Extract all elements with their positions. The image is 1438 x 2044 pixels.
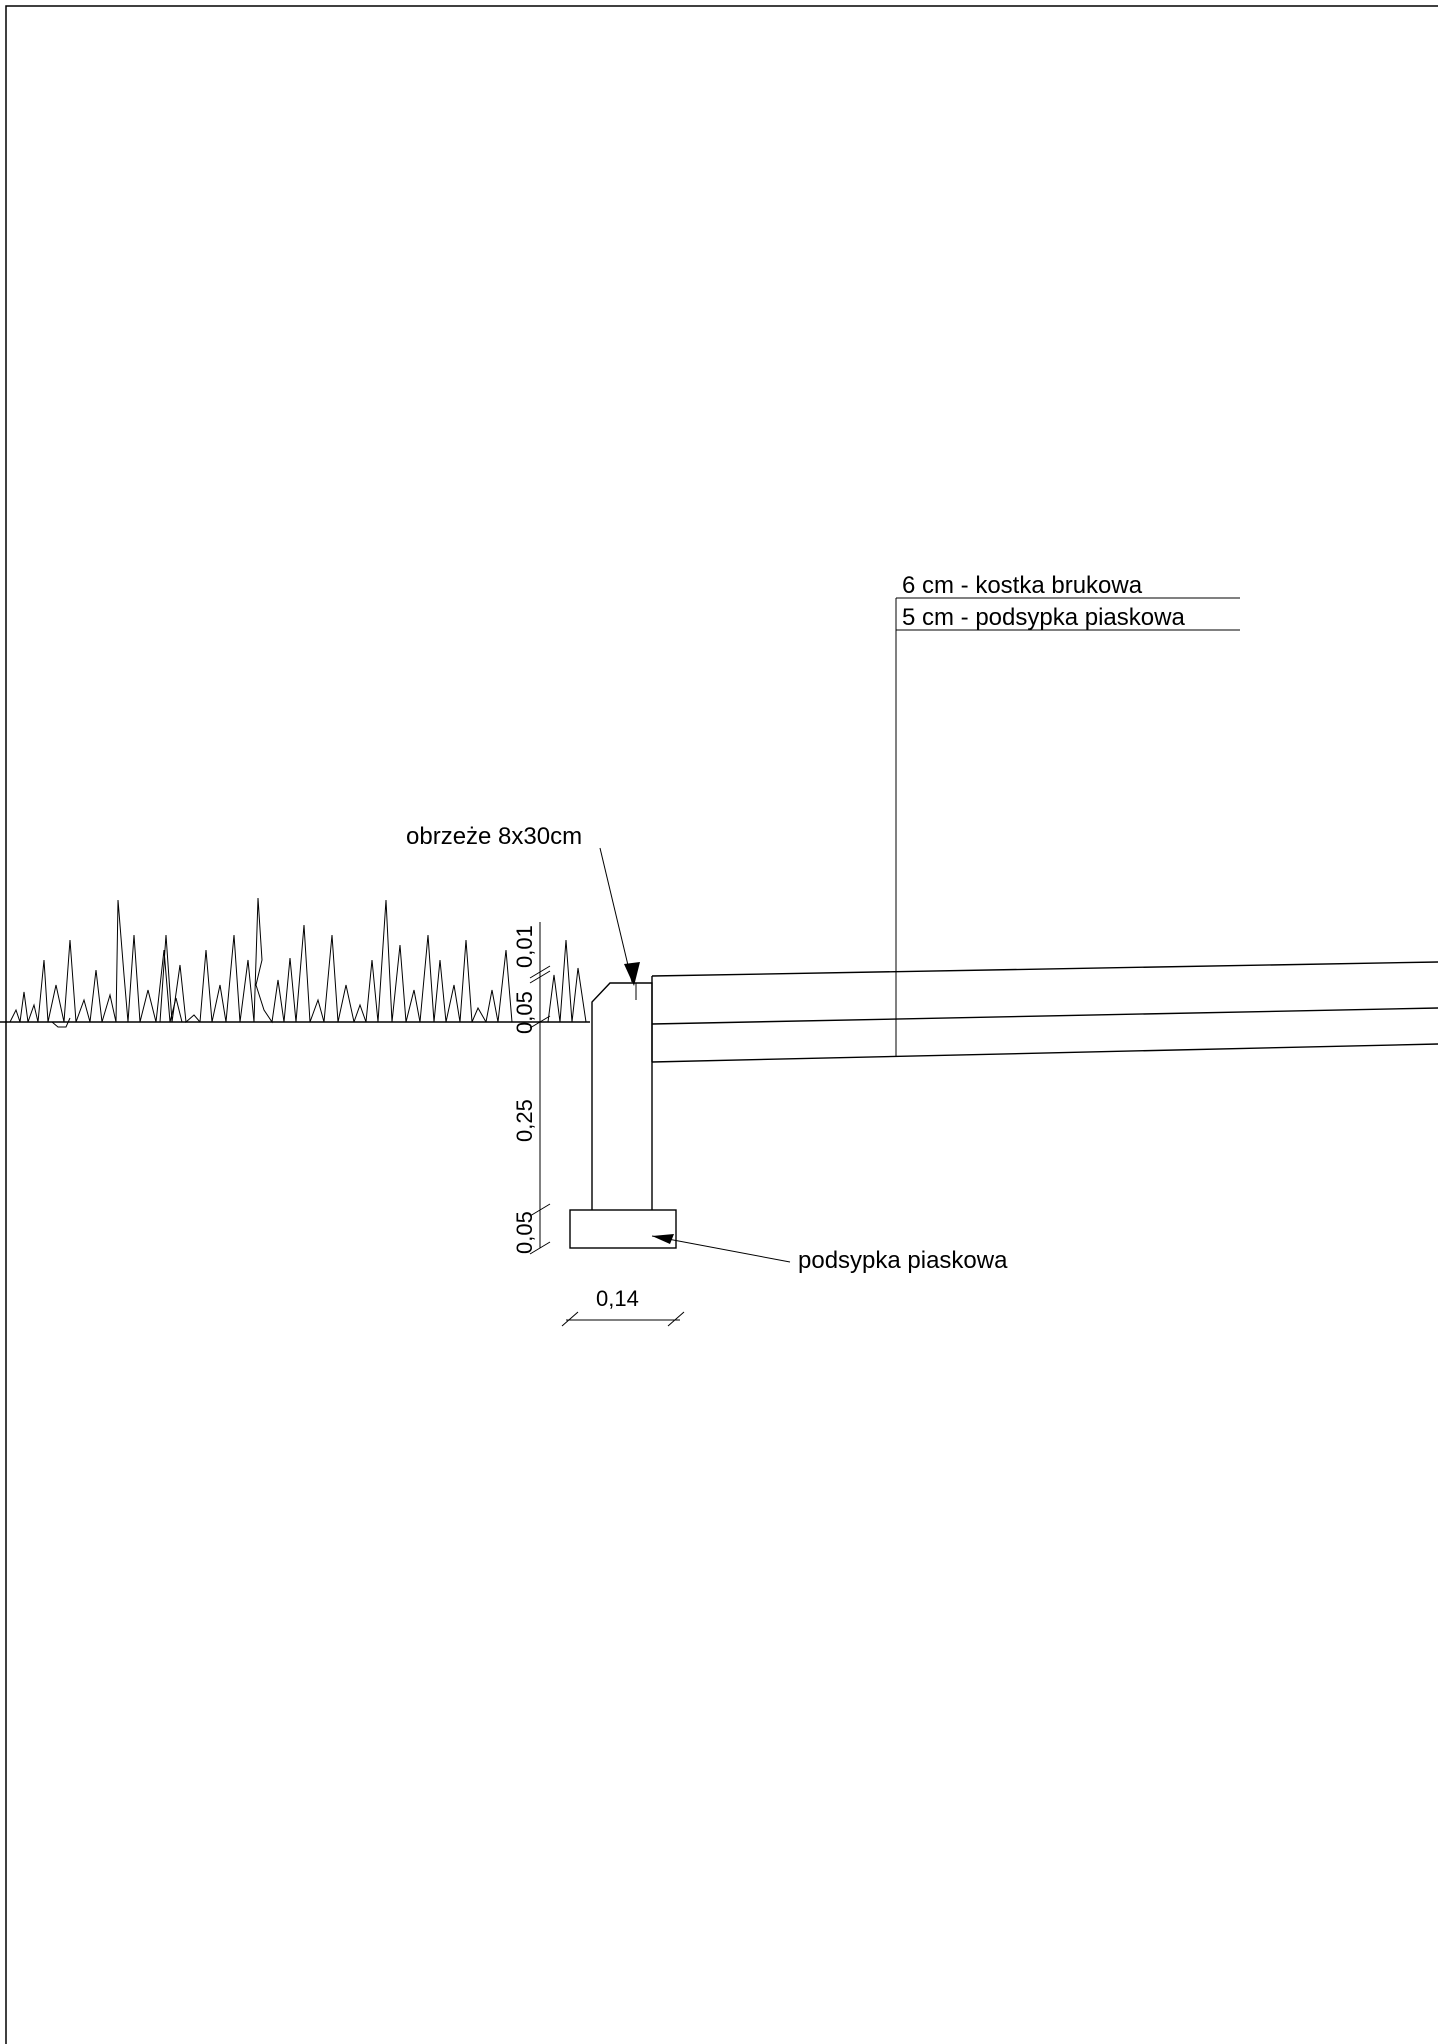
layer-callout: 6 cm - kostka brukowa 5 cm - podsypka pi…	[895, 572, 1240, 1056]
dim-label-0-01: 0,01	[512, 925, 537, 968]
sheet-frame	[5, 5, 1438, 2044]
curb-leader-line	[599, 847, 633, 983]
pavement-section	[651, 961, 1438, 1063]
bedding-bottom-line	[651, 1043, 1438, 1063]
curb-callout: obrzeże 8x30cm	[406, 823, 640, 986]
pavement-top-surface	[651, 961, 1438, 977]
dim-tick-bed-bottom	[529, 1241, 551, 1255]
foundation-label: podsypka piaskowa	[798, 1247, 1008, 1274]
foundation-callout: podsypka piaskowa	[651, 1234, 1008, 1274]
dim-tick-top-2	[529, 970, 551, 984]
horizontal-dimension: 0,14	[561, 1286, 685, 1327]
dim-label-0-14: 0,14	[596, 1286, 639, 1311]
paving-layer-label: 6 cm - kostka brukowa	[902, 572, 1143, 599]
dim-tick-curb-bottom	[529, 1203, 551, 1217]
curb-label: obrzeże 8x30cm	[406, 823, 582, 850]
foundation-arrowhead	[652, 1234, 674, 1244]
hdim-tick-left	[561, 1311, 579, 1327]
foundation-leader-line	[651, 1235, 791, 1263]
curb-outline	[591, 982, 653, 1210]
curb	[591, 982, 653, 1210]
vertical-dimensions: 0,01 0,05 0,25 0,05	[512, 922, 551, 1255]
dim-label-0-25: 0,25	[512, 1099, 537, 1142]
dim-label-0-05-top: 0,05	[512, 991, 537, 1034]
hdim-tick-right	[667, 1311, 685, 1327]
grass-hatch	[9, 897, 587, 1028]
bedding-layer-label: 5 cm - podsypka piaskowa	[902, 604, 1185, 631]
curb-arrowhead	[624, 962, 640, 986]
paving-bottom-line	[651, 1007, 1438, 1025]
dim-label-0-05-bottom: 0,05	[512, 1211, 537, 1254]
dim-tick-top	[529, 965, 551, 979]
dim-tick-ground	[529, 1015, 551, 1029]
curb-foundation-bed	[569, 1209, 677, 1249]
